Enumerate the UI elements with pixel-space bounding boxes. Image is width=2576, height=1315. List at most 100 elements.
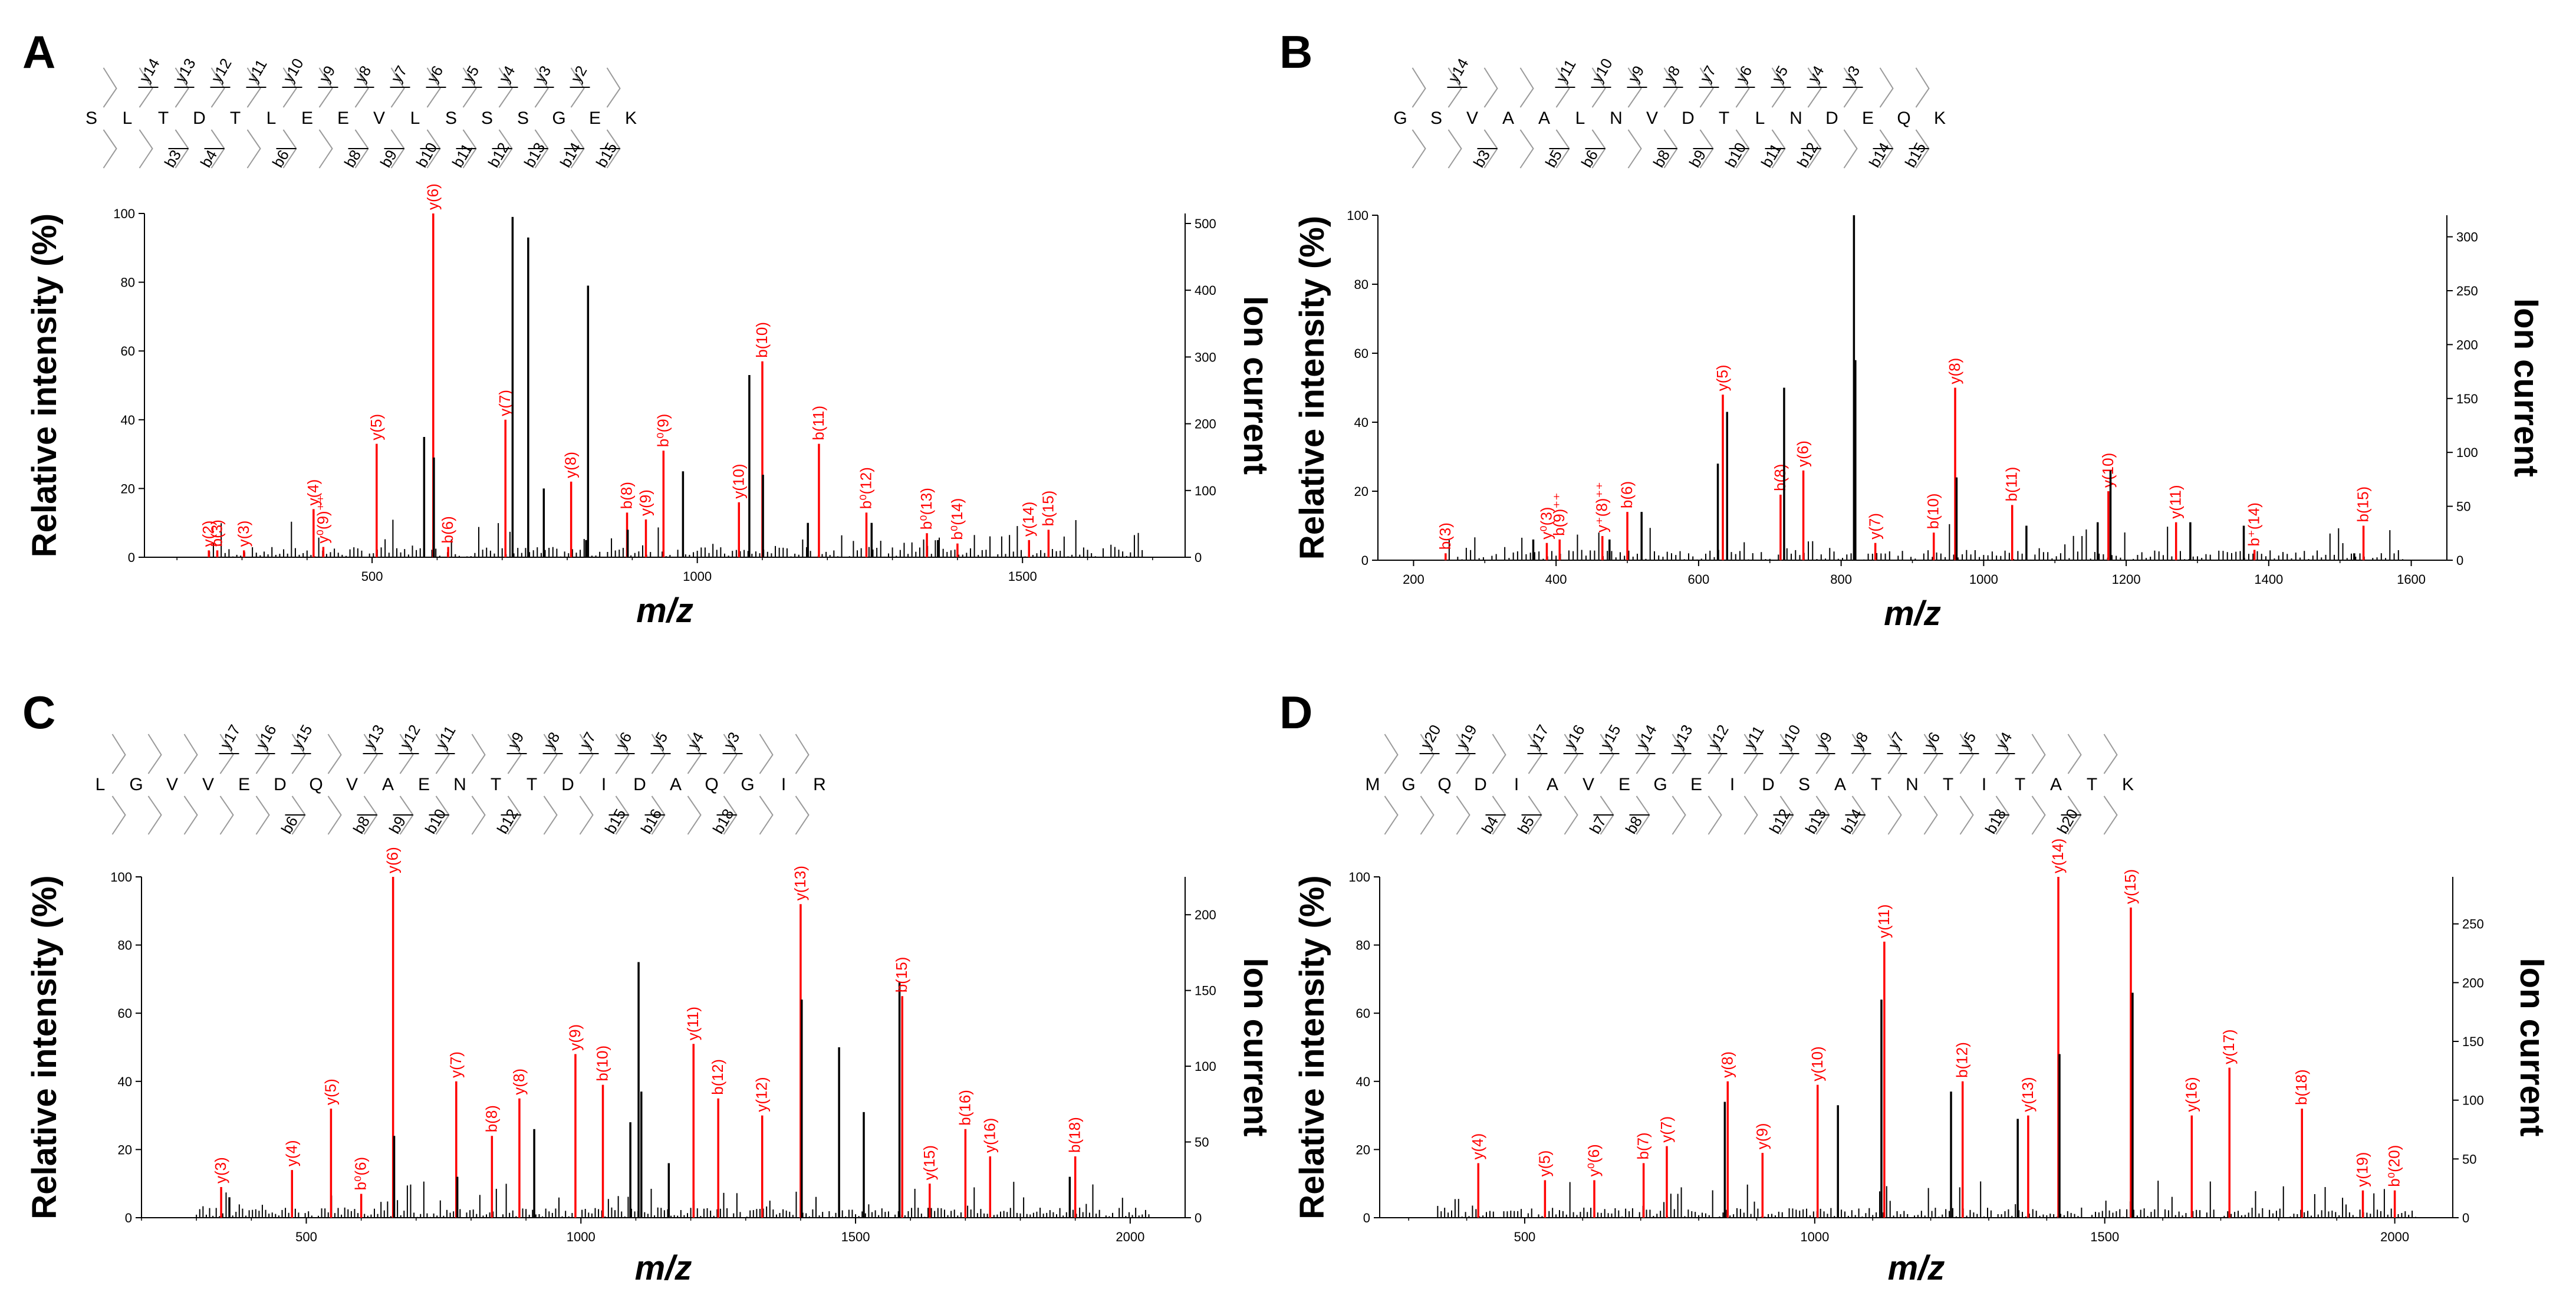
y-ion-label: y10 <box>1588 55 1616 86</box>
sequence-residue: D <box>193 109 206 128</box>
b-ion-label: b8 <box>1650 147 1673 170</box>
noise-peaks <box>1437 1181 2417 1218</box>
sequence-residue: E <box>301 109 313 128</box>
noise-peaks <box>209 520 1143 557</box>
peak-label: b(8) <box>618 482 636 509</box>
ladder-bracket <box>1843 67 1858 169</box>
y-axis-title: Relative intensity (%) <box>1293 216 1331 560</box>
b-ion-label: b4 <box>197 147 221 170</box>
peak-label: y(19) <box>2354 1152 2371 1187</box>
y-ion-label: y15 <box>288 722 316 752</box>
y-ion-label: y5 <box>648 729 672 752</box>
y-tick-label: 60 <box>1354 346 1368 361</box>
panel-letter: D <box>1279 686 1312 738</box>
b-ion-label: b9 <box>386 813 409 837</box>
peak-label: b(12) <box>709 1059 726 1095</box>
y-ion-label: y17 <box>216 722 244 752</box>
sequence-residue: E <box>589 109 601 128</box>
x-tick-label: 1200 <box>2112 572 2141 587</box>
sequence-residue: L <box>1575 109 1585 128</box>
y-ion-label: y12 <box>1705 722 1732 752</box>
sequence-residue: M <box>1366 775 1380 794</box>
y-ion-label: y6 <box>1732 63 1756 86</box>
sequence-residue: L <box>267 109 277 128</box>
y-ion-label: y17 <box>1525 722 1552 752</box>
y-ion-label: y13 <box>172 55 199 86</box>
peak-label: y(8) <box>510 1069 528 1095</box>
y-ion-label: y7 <box>576 729 600 752</box>
y-tick-label: 20 <box>121 481 135 496</box>
sequence-residue: T <box>1871 775 1881 794</box>
y-tick-label: 0 <box>1363 1211 1370 1225</box>
y-ion-label: y14 <box>136 55 163 86</box>
peak-label: b(10) <box>753 322 771 358</box>
ladder-bracket <box>255 734 270 835</box>
sequence-residue: A <box>2050 775 2062 794</box>
peak-label: y(12) <box>753 1077 771 1112</box>
sequence-residue: I <box>781 775 786 794</box>
b-ion-label: b9 <box>377 147 400 170</box>
right-tick-label: 0 <box>1195 1211 1202 1225</box>
panel-letter: C <box>22 686 55 738</box>
sequence-residue: N <box>1610 109 1623 128</box>
sequence-residue: V <box>346 775 358 794</box>
right-tick-label: 250 <box>2456 284 2478 298</box>
y-ion-label: y13 <box>360 722 388 752</box>
ladder-bracket <box>139 67 153 169</box>
y-ion-label: y6 <box>423 63 447 86</box>
sequence-residue: G <box>1393 109 1407 128</box>
y-ion-label: y6 <box>1920 729 1944 752</box>
sequence-residue: T <box>230 109 241 128</box>
right-tick-label: 150 <box>1195 984 1216 998</box>
ladder-bracket <box>759 734 774 835</box>
sequence-residue: N <box>453 775 466 794</box>
sequence-residue: E <box>1690 775 1702 794</box>
peak-label: y(6) <box>424 183 442 210</box>
sequence-residue: G <box>1653 775 1667 794</box>
peak-label: y(8) <box>1718 1051 1736 1078</box>
peak-label: b⁰(14) <box>948 498 966 540</box>
sequence-residue: S <box>445 109 457 128</box>
right-tick-label: 200 <box>1195 417 1216 432</box>
ladder-bracket <box>1627 67 1642 169</box>
y-tick-label: 20 <box>1354 484 1368 499</box>
sequence-residue: L <box>96 775 106 794</box>
x-tick-label: 500 <box>1514 1229 1536 1244</box>
right-tick-label: 200 <box>2462 975 2484 990</box>
y-axis-title: Relative intensity (%) <box>25 213 64 557</box>
sequence-residue: A <box>1502 109 1514 128</box>
sequence-residue: E <box>337 109 349 128</box>
y-ion-label: y3 <box>531 63 555 86</box>
panel-letter: B <box>1279 26 1312 78</box>
sequence-residue: Q <box>705 775 718 794</box>
peak-label: y(6) <box>384 847 402 873</box>
sequence-residue: Q <box>309 775 323 794</box>
y-ion-label: y10 <box>1776 722 1804 752</box>
right-tick-label: 500 <box>1195 216 1216 231</box>
sequence-residue: L <box>123 109 133 128</box>
y-ion-label: y8 <box>540 729 564 752</box>
sequence-residue: Q <box>1437 775 1451 794</box>
right-tick-label: 200 <box>2456 337 2478 352</box>
right-tick-label: 100 <box>1195 484 1216 498</box>
b-ion-label: b8 <box>350 813 373 837</box>
y-tick-label: 40 <box>1354 415 1368 430</box>
sequence-residue: E <box>238 775 250 794</box>
b-ion-label: b4 <box>1478 813 1502 837</box>
y-axis-title: Relative intensity (%) <box>1293 875 1331 1219</box>
peak-label: y(9) <box>637 489 654 516</box>
y-ion-label: y4 <box>1992 729 2016 752</box>
peak-label: b⁰(20) <box>2386 1145 2403 1187</box>
peak-label: b(11) <box>2003 467 2021 502</box>
peak-label: y(8) <box>562 452 580 478</box>
b-ion-label: b11 <box>449 140 476 170</box>
peak-label: y(5) <box>367 414 385 440</box>
x-axis-title: m/z <box>636 591 693 630</box>
ladder-bracket <box>2031 734 2046 835</box>
ladder-bracket <box>1743 734 1758 835</box>
y-ion-label: y12 <box>208 55 235 86</box>
peak-label: b(3) <box>1436 522 1454 550</box>
y-ion-label: y20 <box>1417 722 1445 752</box>
sequence-residue: T <box>491 775 501 794</box>
